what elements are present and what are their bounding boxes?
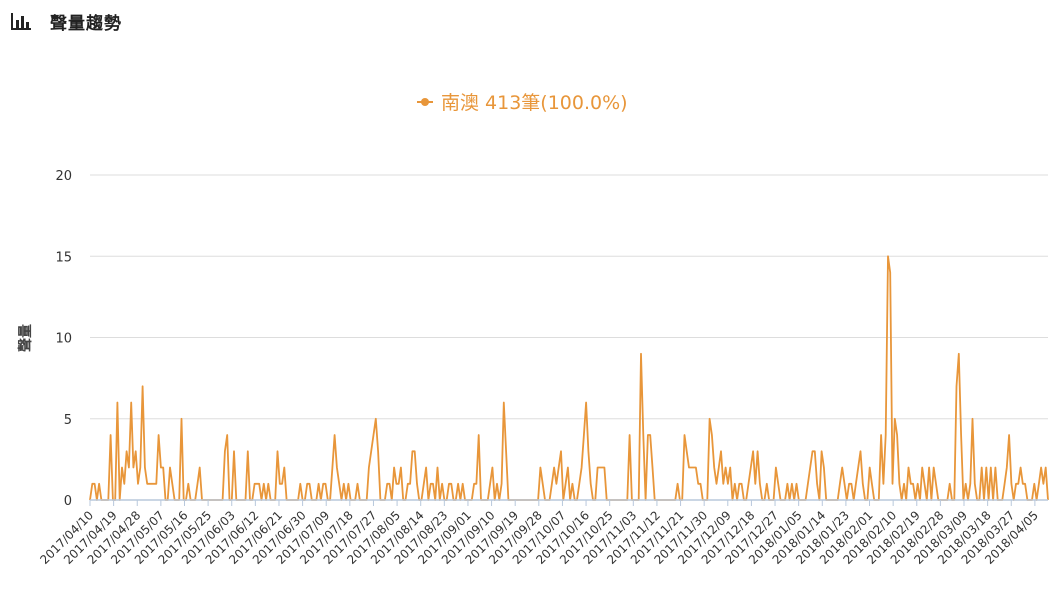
series-line xyxy=(89,255,1049,501)
grid-lines xyxy=(90,174,1048,420)
y-tick-label: 20 xyxy=(55,169,72,184)
y-tick-label: 0 xyxy=(64,494,72,509)
legend-dot-marker xyxy=(421,98,429,106)
legend-label: 南澳 413筆(100.0%) xyxy=(441,92,628,114)
y-tick-label: 5 xyxy=(64,413,72,428)
section-header: 聲量趨勢 xyxy=(10,8,122,34)
x-axis-ticks: 2017/04/102017/04/192017/04/282017/05/07… xyxy=(37,500,1041,567)
y-axis-label: 聲量 xyxy=(17,324,34,352)
section-title: 聲量趨勢 xyxy=(50,13,122,34)
y-axis-ticks: 0 5 10 15 20 xyxy=(55,169,72,509)
legend[interactable]: 南澳 413筆(100.0%) xyxy=(417,92,628,114)
bar-chart-icon xyxy=(10,11,32,31)
y-tick-label: 10 xyxy=(55,332,72,347)
y-tick-label: 15 xyxy=(55,250,72,265)
